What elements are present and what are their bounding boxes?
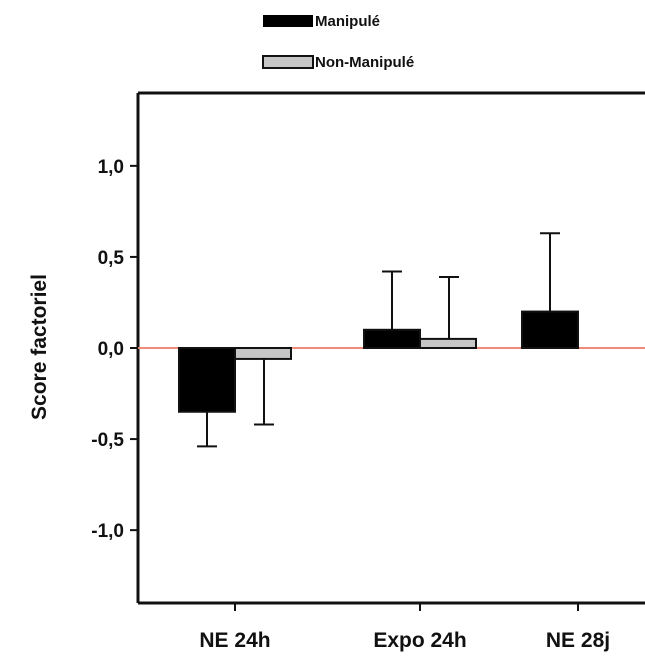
x-tick-label: NE 24h <box>199 629 270 652</box>
x-tick-label: Expo 24h <box>373 629 466 652</box>
y-tick-label: -0,5 <box>91 430 124 451</box>
bar <box>521 310 579 350</box>
bar <box>234 347 292 360</box>
y-axis-label: Score factoriel <box>28 274 51 420</box>
y-tick-label: 0,5 <box>98 248 125 269</box>
plot-area: 1,0 0,5 0,0 -0,5 -1,0 NE 24h Expo 24h NE 28j <box>91 91 645 652</box>
y-tick-label: -1,0 <box>91 521 124 542</box>
legend-swatch-manipule <box>263 15 313 27</box>
bar <box>178 347 236 413</box>
legend-swatch-non-manipule <box>262 55 314 69</box>
legend-label-manipule: Manipulé <box>315 13 380 30</box>
y-tick-label: 0,0 <box>98 339 124 360</box>
legend: Manipulé Non-Manipulé <box>262 13 414 71</box>
y-tick-label: 1,0 <box>98 157 124 178</box>
x-tick-label: NE 28j <box>546 629 610 652</box>
bar <box>363 328 421 349</box>
bar <box>419 337 477 349</box>
legend-label-non-manipule: Non-Manipulé <box>315 54 414 71</box>
